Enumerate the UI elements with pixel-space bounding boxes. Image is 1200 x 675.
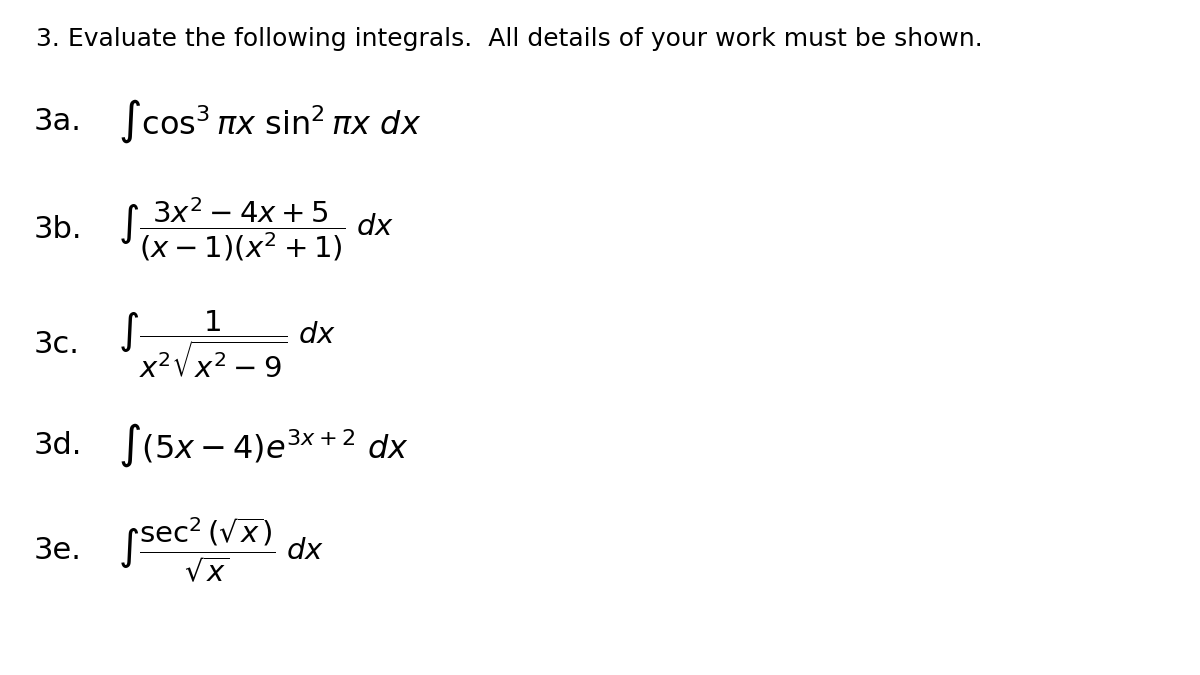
Text: $\int \dfrac{1}{x^2\sqrt{x^2-9}}\ dx$: $\int \dfrac{1}{x^2\sqrt{x^2-9}}\ dx$ xyxy=(118,308,336,380)
Text: 3b.: 3b. xyxy=(34,215,82,244)
Text: $\int (5x - 4)e^{3x+2}\ dx$: $\int (5x - 4)e^{3x+2}\ dx$ xyxy=(118,422,408,469)
Text: 3. Evaluate the following integrals.  All details of your work must be shown.: 3. Evaluate the following integrals. All… xyxy=(36,27,983,51)
Text: 3e.: 3e. xyxy=(34,536,82,564)
Text: $\int \cos^3 \pi x\ \sin^2 \pi x\ dx$: $\int \cos^3 \pi x\ \sin^2 \pi x\ dx$ xyxy=(118,98,421,145)
Text: 3a.: 3a. xyxy=(34,107,82,136)
Text: $\int \dfrac{3x^2-4x+5}{(x-1)(x^2+1)}\ dx$: $\int \dfrac{3x^2-4x+5}{(x-1)(x^2+1)}\ d… xyxy=(118,196,394,263)
Text: 3c.: 3c. xyxy=(34,330,79,358)
Text: $\int \dfrac{\sec^2(\sqrt{x})}{\sqrt{x}}\ dx$: $\int \dfrac{\sec^2(\sqrt{x})}{\sqrt{x}}… xyxy=(118,516,324,585)
Text: 3d.: 3d. xyxy=(34,431,82,460)
